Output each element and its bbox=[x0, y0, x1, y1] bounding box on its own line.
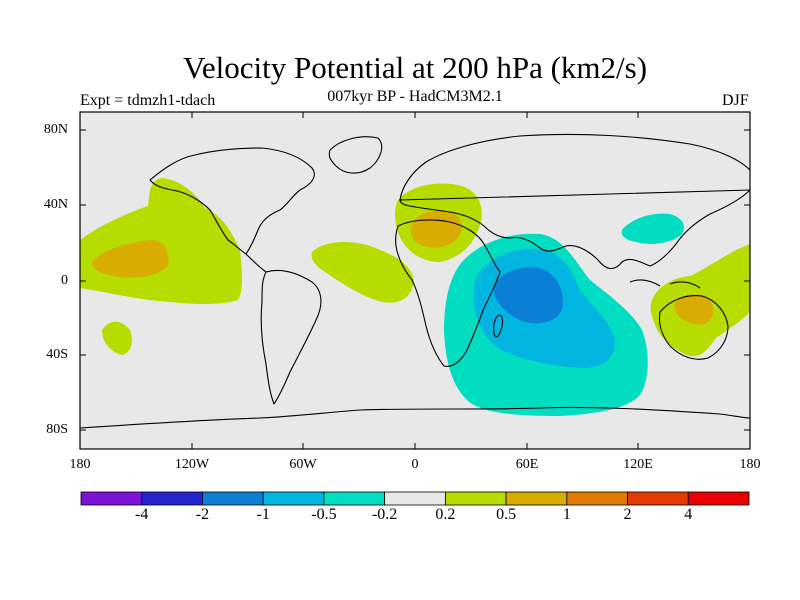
colorbar-label: 0.2 bbox=[435, 506, 456, 523]
central-america-coast bbox=[245, 253, 267, 273]
colorbar-label: 1 bbox=[562, 506, 571, 523]
colorbar-label: 4 bbox=[684, 506, 693, 523]
colorbar-swatch bbox=[444, 491, 507, 506]
colorbar-swatch bbox=[384, 491, 446, 506]
australia-coast bbox=[658, 295, 729, 360]
colorbar-swatch bbox=[627, 491, 689, 506]
colorbar-label: -1 bbox=[256, 506, 270, 523]
coastlines bbox=[80, 133, 750, 429]
lat-label-80s: 80S bbox=[46, 422, 68, 437]
season-label: DJF bbox=[722, 92, 749, 109]
colorbar-swatch bbox=[566, 491, 628, 506]
lon-label-120e: 120E bbox=[623, 457, 653, 472]
south-america-coast bbox=[260, 269, 322, 405]
south-china-negative-region bbox=[621, 213, 685, 244]
experiment-label: Expt = tdmzh1-tdach bbox=[80, 92, 216, 109]
antarctica-coast bbox=[80, 406, 750, 429]
lon-label-0: 0 bbox=[411, 457, 419, 472]
colorbar-label: -4 bbox=[135, 506, 149, 523]
eurasia-coast bbox=[399, 133, 750, 270]
lon-label-60w: 60W bbox=[289, 457, 317, 472]
lat-label-0: 0 bbox=[61, 273, 68, 288]
map-title: Velocity Potential at 200 hPa (km2/s) bbox=[182, 50, 648, 85]
australia-positive-core bbox=[674, 294, 714, 325]
indian-ocean-negative-core bbox=[494, 267, 563, 324]
colorbar-swatch bbox=[141, 491, 203, 506]
colorbar-swatch bbox=[80, 491, 143, 506]
greenland-coast bbox=[328, 136, 383, 174]
pacific-positive-core bbox=[92, 240, 169, 278]
map-subtitle: 007kyr BP - HadCM3M2.1 bbox=[327, 88, 503, 105]
north-america-coast bbox=[149, 147, 315, 255]
colorbar-label: 0.5 bbox=[496, 506, 517, 523]
axis-ticks bbox=[79, 112, 751, 449]
contour-fills bbox=[80, 178, 750, 416]
colorbar-label: 2 bbox=[623, 506, 632, 523]
colorbar-swatch bbox=[687, 491, 750, 506]
colorbar-swatch bbox=[505, 491, 568, 506]
lat-label-40n: 40N bbox=[43, 197, 68, 212]
lon-label-120w: 120W bbox=[174, 457, 210, 472]
colorbar-swatch bbox=[323, 491, 386, 506]
colorbar-label: -0.2 bbox=[371, 506, 398, 523]
colorbar-label: -2 bbox=[195, 506, 210, 523]
lon-label-180e: 180 bbox=[739, 457, 761, 472]
colorbar-swatch bbox=[262, 491, 325, 506]
lat-label-80n: 80N bbox=[43, 122, 68, 137]
colorbar-swatch bbox=[202, 491, 264, 506]
lon-label-180w: 180 bbox=[69, 457, 91, 472]
atlantic-positive-region bbox=[311, 242, 414, 303]
madagascar-coast bbox=[493, 314, 504, 338]
colorbar bbox=[80, 491, 750, 506]
africa-coast bbox=[395, 219, 501, 367]
colorbar-label: -0.5 bbox=[311, 506, 337, 523]
south-pacific-positive-region bbox=[102, 321, 132, 355]
lat-label-40s: 40S bbox=[46, 347, 68, 362]
indonesia-coast bbox=[629, 279, 701, 289]
lon-label-60e: 60E bbox=[515, 457, 539, 472]
